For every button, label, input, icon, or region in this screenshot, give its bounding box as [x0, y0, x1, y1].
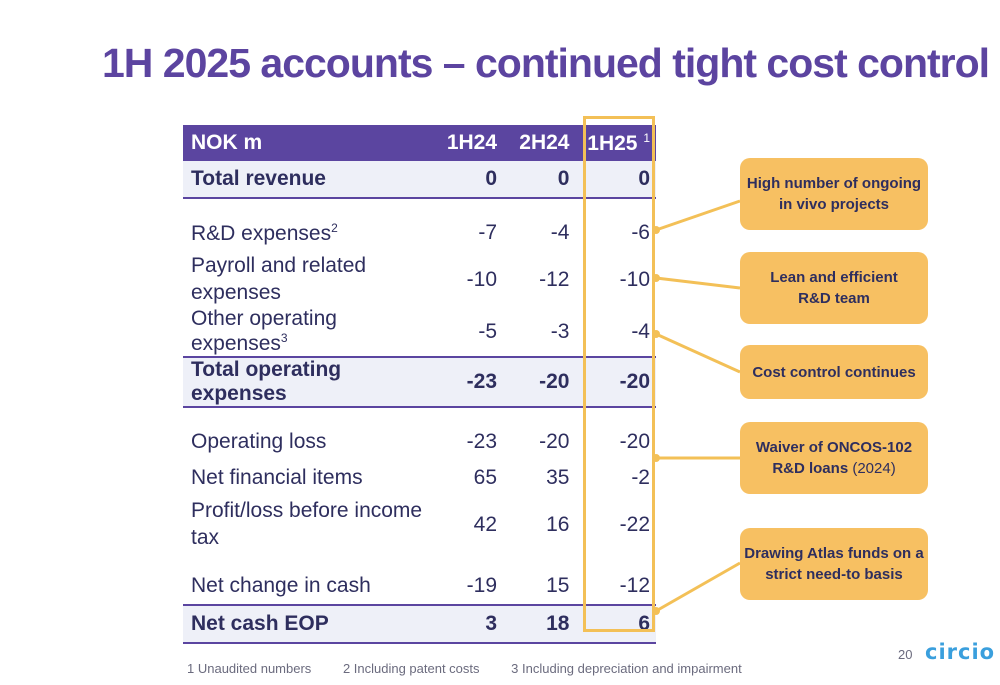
cell-1h24: -23	[430, 356, 504, 408]
cell-1h24: 42	[473, 512, 498, 536]
table-row-profit-before-tax: Profit/loss before income tax 42 16 -22	[183, 496, 656, 552]
cell-1h24: -5	[478, 319, 498, 343]
cell-1h24: -7	[478, 221, 498, 244]
cell-2h24: 35	[546, 466, 570, 489]
cell-2h24: -12	[539, 267, 570, 291]
row-label: Operating loss	[191, 430, 327, 453]
table-row-payroll: Payroll and related expenses -10 -12 -10	[183, 251, 656, 307]
connector-1	[655, 199, 741, 232]
cell-2h24: -20	[539, 430, 570, 453]
page-number: 20	[898, 647, 913, 662]
callout-line-year: (2024)	[852, 460, 896, 477]
header-1h25: 1H25 1	[575, 125, 656, 161]
row-label: Net financial items	[191, 466, 363, 489]
header-label: NOK m	[183, 125, 431, 161]
cell-1h25: -22	[619, 512, 650, 536]
footnote-3: 3 Including depreciation and impairment	[511, 661, 742, 676]
row-label: R&D expenses2	[183, 215, 431, 251]
row-label-text: Other operating expenses	[191, 307, 337, 355]
row-label: Net cash EOP	[183, 604, 431, 644]
callout-line: in vivo projects	[778, 196, 890, 213]
callout-line-bold: R&D loans	[772, 460, 849, 477]
header-1h25-note: 1	[643, 130, 650, 145]
header-2h24: 2H24	[503, 125, 576, 161]
footnote-2: 2 Including patent costs	[342, 661, 480, 676]
callout-line: Waiver of ONCOS-102	[755, 439, 913, 456]
cell-2h24: -20	[503, 356, 576, 408]
cell-1h25: -12	[619, 574, 650, 597]
circio-logo: circio	[925, 640, 996, 664]
highlight-frame-1h25	[583, 116, 655, 632]
header-1h24: 1H24	[430, 125, 504, 161]
row-label: Payroll and related expenses	[191, 254, 367, 304]
table-row-net-cash-eop: Net cash EOP 3 18 6	[183, 604, 656, 644]
cell-1h25: -20	[619, 430, 650, 453]
table-row-total-opex: Total operating expenses -23 -20 -20	[183, 356, 656, 408]
cell-2h24: 18	[503, 604, 576, 644]
table-row-other-opex: Other operating expenses3 -5 -3 -4	[183, 307, 656, 357]
row-label: Profit/loss before income tax	[191, 499, 423, 549]
table-row-rd-expenses: R&D expenses2 -7 -4 -6	[183, 215, 656, 251]
row-label-text: R&D expenses	[191, 221, 332, 245]
cell-1h25: 0	[575, 161, 656, 199]
cell-1h25: -2	[631, 466, 650, 489]
row-label: Total revenue	[183, 161, 431, 199]
row-label: Other operating expenses3	[183, 307, 431, 357]
cell-1h25: -4	[631, 319, 650, 343]
cell-1h24: -10	[466, 267, 498, 291]
connector-5	[655, 561, 741, 613]
cell-1h24: -23	[466, 430, 498, 453]
callout-line: R&D loans (2024)	[756, 458, 912, 479]
connector-3	[655, 332, 741, 374]
callout-line: Drawing Atlas funds on a	[744, 545, 924, 562]
footnotes: 1 Unaudited numbers 2 Including patent c…	[187, 661, 770, 676]
callout-cost-control: Cost control continues	[740, 345, 928, 399]
row-label: Net change in cash	[191, 574, 371, 597]
callout-line: Lean and efficient	[770, 269, 898, 286]
cell-1h25: -6	[631, 221, 650, 244]
callout-line: R&D team	[798, 290, 870, 307]
cell-2h24: 0	[503, 161, 576, 199]
cell-1h24: -19	[466, 574, 498, 597]
callout-line: strict need-to basis	[765, 566, 903, 583]
page-title: 1H 2025 accounts – continued tight cost …	[102, 40, 990, 86]
cell-2h24: -4	[550, 221, 570, 244]
callout-in-vivo: High number of ongoing in vivo projects	[740, 158, 928, 230]
cell-1h24: 65	[473, 466, 498, 489]
callout-line: High number of ongoing	[746, 175, 922, 192]
row-label: Total operating expenses	[183, 356, 431, 408]
header-1h25-label: 1H25	[587, 131, 638, 155]
callout-line: Cost control continues	[752, 363, 916, 381]
cell-2h24: 15	[546, 574, 570, 597]
cell-1h25: 6	[575, 604, 656, 644]
table-row-net-financial: Net financial items 65 35 -2	[183, 460, 656, 496]
footnote-1: 1 Unaudited numbers	[187, 661, 312, 676]
table-row-net-change-cash: Net change in cash -19 15 -12	[183, 568, 656, 605]
table-header-row: NOK m 1H24 2H24 1H25 1	[183, 125, 656, 161]
cell-1h25: -20	[575, 356, 656, 408]
financial-table: NOK m 1H24 2H24 1H25 1 Total revenue 0 0…	[183, 125, 656, 644]
connector-2	[655, 276, 741, 290]
cell-1h24: 0	[430, 161, 504, 199]
footnote-ref: 3	[280, 331, 288, 345]
callout-lean-team: Lean and efficient R&D team	[740, 252, 928, 324]
cell-1h24: 3	[430, 604, 504, 644]
footnote-ref: 2	[331, 220, 338, 235]
table-row-total-revenue: Total revenue 0 0 0	[183, 161, 656, 199]
cell-2h24: 16	[546, 512, 570, 536]
cell-1h25: -10	[619, 267, 650, 291]
callout-atlas-funds: Drawing Atlas funds on a strict need-to b…	[740, 528, 928, 600]
callout-oncos-waiver: Waiver of ONCOS-102 R&D loans (2024)	[740, 422, 928, 494]
table-row-operating-loss: Operating loss -23 -20 -20	[183, 424, 656, 460]
cell-2h24: -3	[550, 319, 570, 343]
